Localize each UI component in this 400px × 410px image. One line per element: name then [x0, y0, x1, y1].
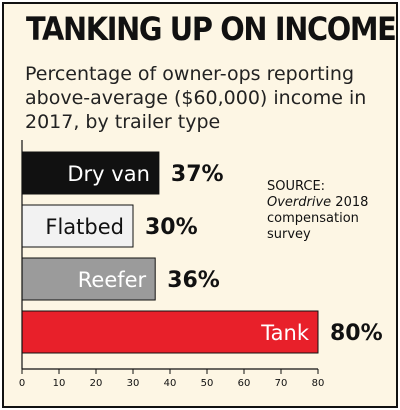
x-tick-label-10: 10: [53, 378, 66, 389]
bar-dry-van: [21, 151, 160, 195]
x-tick-label-70: 70: [275, 378, 288, 389]
bar-tank: [21, 310, 319, 354]
x-tick-label-40: 40: [164, 378, 177, 389]
bar-label-tank: Tank: [260, 321, 310, 345]
x-tick-label-20: 20: [90, 378, 103, 389]
source-prefix: SOURCE:: [267, 179, 326, 194]
bar-flatbed: [21, 204, 134, 248]
value-label-dry-van: 37%: [171, 162, 224, 187]
value-label-tank: 80%: [330, 321, 383, 346]
bar-label-dry-van: Dry van: [67, 162, 150, 186]
bar-label-reefer: Reefer: [78, 268, 147, 292]
x-tick-label-0: 0: [19, 378, 25, 389]
bar-reefer: [21, 257, 156, 301]
source-publication: Overdrive: [267, 195, 332, 210]
x-tick-label-60: 60: [238, 378, 251, 389]
x-tick-label-30: 30: [127, 378, 140, 389]
source-suffix: 2018 compensation survey: [267, 195, 369, 242]
x-tick-label-50: 50: [201, 378, 214, 389]
chart-subtitle: Percentage of owner-ops reporting above-…: [25, 63, 367, 133]
chart-title: TANKING UP ON INCOME: [26, 10, 397, 48]
bar-label-flatbed: Flatbed: [45, 215, 124, 239]
source-note: SOURCE: Overdrive 2018 compensation surve…: [267, 179, 387, 243]
x-tick-label-80: 80: [312, 378, 325, 389]
value-label-reefer: 36%: [167, 268, 220, 293]
value-label-flatbed: 30%: [145, 215, 198, 240]
